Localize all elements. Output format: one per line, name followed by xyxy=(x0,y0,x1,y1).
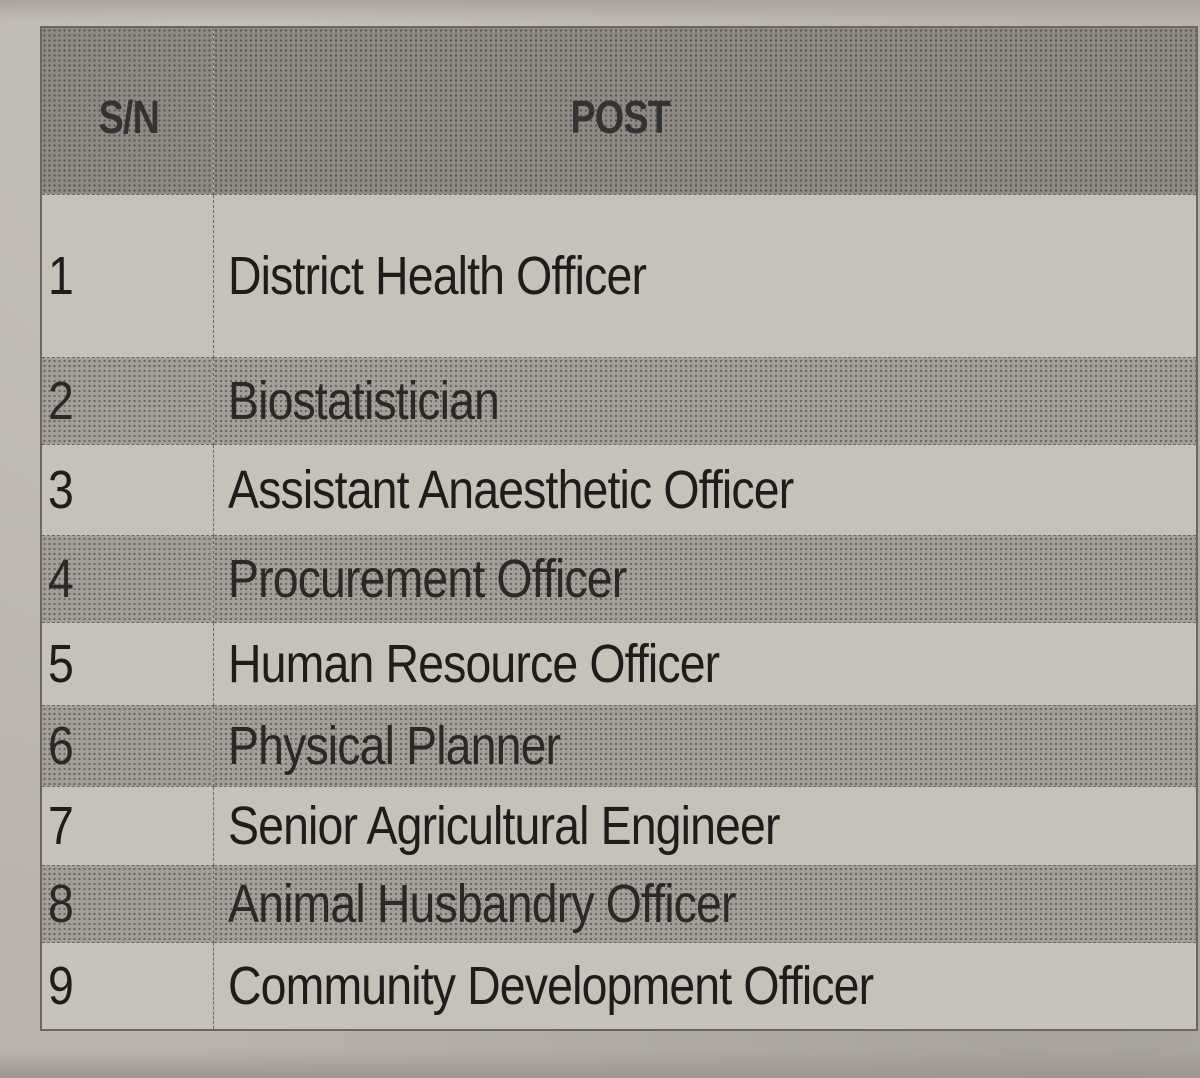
sn-cell: 5 xyxy=(40,622,214,706)
table-row: 9 Community Development Officer xyxy=(40,942,1198,1031)
table-row: 1 District Health Officer xyxy=(40,194,1198,358)
sn-cell: 2 xyxy=(40,357,214,445)
table-row: 8 Animal Husbandry Officer xyxy=(40,865,1198,943)
header-sn: S/N xyxy=(40,26,214,195)
header-sn-label: S/N xyxy=(98,91,160,143)
sn-cell: 3 xyxy=(40,444,214,536)
table-row: 6 Physical Planner xyxy=(40,705,1198,787)
paper-shadow xyxy=(0,1050,1200,1078)
post-cell: Physical Planner xyxy=(212,705,1198,787)
paper-edge xyxy=(0,0,1200,22)
header-post: POST xyxy=(212,26,1198,195)
post-cell: Human Resource Officer xyxy=(212,622,1198,706)
table-header-row: S/N POST xyxy=(40,26,1198,195)
post-cell: Community Development Officer xyxy=(212,942,1198,1031)
table-row: 7 Senior Agricultural Engineer xyxy=(40,786,1198,866)
sn-cell: 9 xyxy=(40,942,214,1031)
post-cell: Senior Agricultural Engineer xyxy=(212,786,1198,866)
table-row: 2 Biostatistician xyxy=(40,357,1198,445)
table-row: 4 Procurement Officer xyxy=(40,535,1198,623)
post-cell: Assistant Anaesthetic Officer xyxy=(212,444,1198,536)
sn-cell: 6 xyxy=(40,705,214,787)
table-row: 5 Human Resource Officer xyxy=(40,622,1198,706)
sn-cell: 7 xyxy=(40,786,214,866)
post-cell: District Health Officer xyxy=(212,194,1198,358)
post-cell: Procurement Officer xyxy=(212,535,1198,623)
post-cell: Biostatistician xyxy=(212,357,1198,445)
sn-cell: 4 xyxy=(40,535,214,623)
sn-cell: 8 xyxy=(40,865,214,943)
post-cell: Animal Husbandry Officer xyxy=(212,865,1198,943)
header-post-label: POST xyxy=(570,91,670,143)
sn-cell: 1 xyxy=(40,194,214,358)
posts-table: S/N POST 1 District Health Officer 2 Bio… xyxy=(40,26,1198,1031)
table-row: 3 Assistant Anaesthetic Officer xyxy=(40,444,1198,536)
